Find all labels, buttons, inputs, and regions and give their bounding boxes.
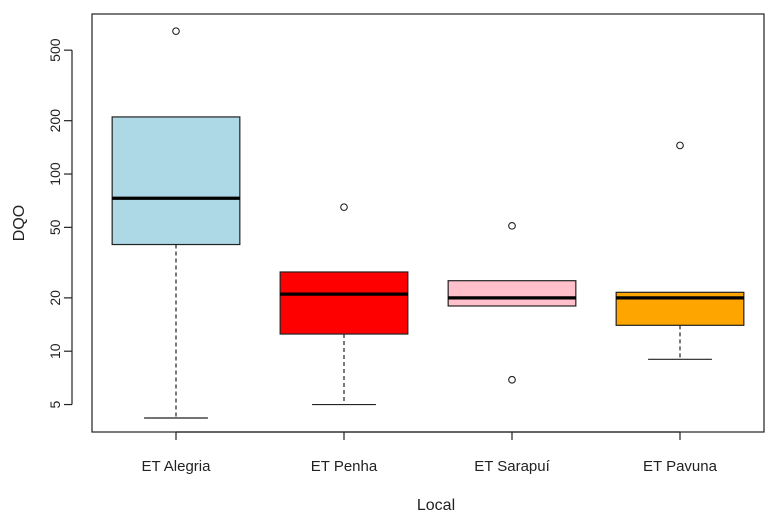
x-tick-label: ET Sarapuí <box>474 458 550 475</box>
y-axis: 5 10 20 50 100 200 500 <box>47 38 73 408</box>
box-et-alegria <box>111 27 241 419</box>
y-axis-title: DQO <box>11 205 28 241</box>
y-tick-label: 10 <box>47 343 63 359</box>
y-tick-label: 500 <box>47 38 63 62</box>
y-tick-label: 100 <box>47 162 63 186</box>
outlier-point <box>508 375 516 384</box>
outlier-point <box>676 141 684 150</box>
box-iqr <box>447 280 577 307</box>
box-et-pavuna <box>615 141 745 360</box>
outlier-point <box>508 221 516 230</box>
outlier-point <box>172 27 180 36</box>
box-iqr <box>111 116 241 246</box>
box-iqr <box>279 271 409 335</box>
x-tick-label: ET Penha <box>311 458 378 475</box>
x-tick-label: ET Pavuna <box>643 458 718 475</box>
box-series <box>111 27 745 419</box>
y-tick-label: 50 <box>47 219 63 235</box>
y-tick-label: 5 <box>47 400 63 408</box>
x-tick-label: ET Alegria <box>142 458 212 475</box>
y-tick-label: 200 <box>47 109 63 133</box>
box-et-sarapu- <box>447 221 577 384</box>
x-axis: ET Alegria ET Penha ET Sarapuí ET Pavuna <box>142 431 718 475</box>
outlier-point <box>340 203 348 212</box>
x-axis-title: Local <box>417 497 455 514</box>
y-tick-label: 20 <box>47 290 63 306</box>
box-et-penha <box>279 203 409 406</box>
